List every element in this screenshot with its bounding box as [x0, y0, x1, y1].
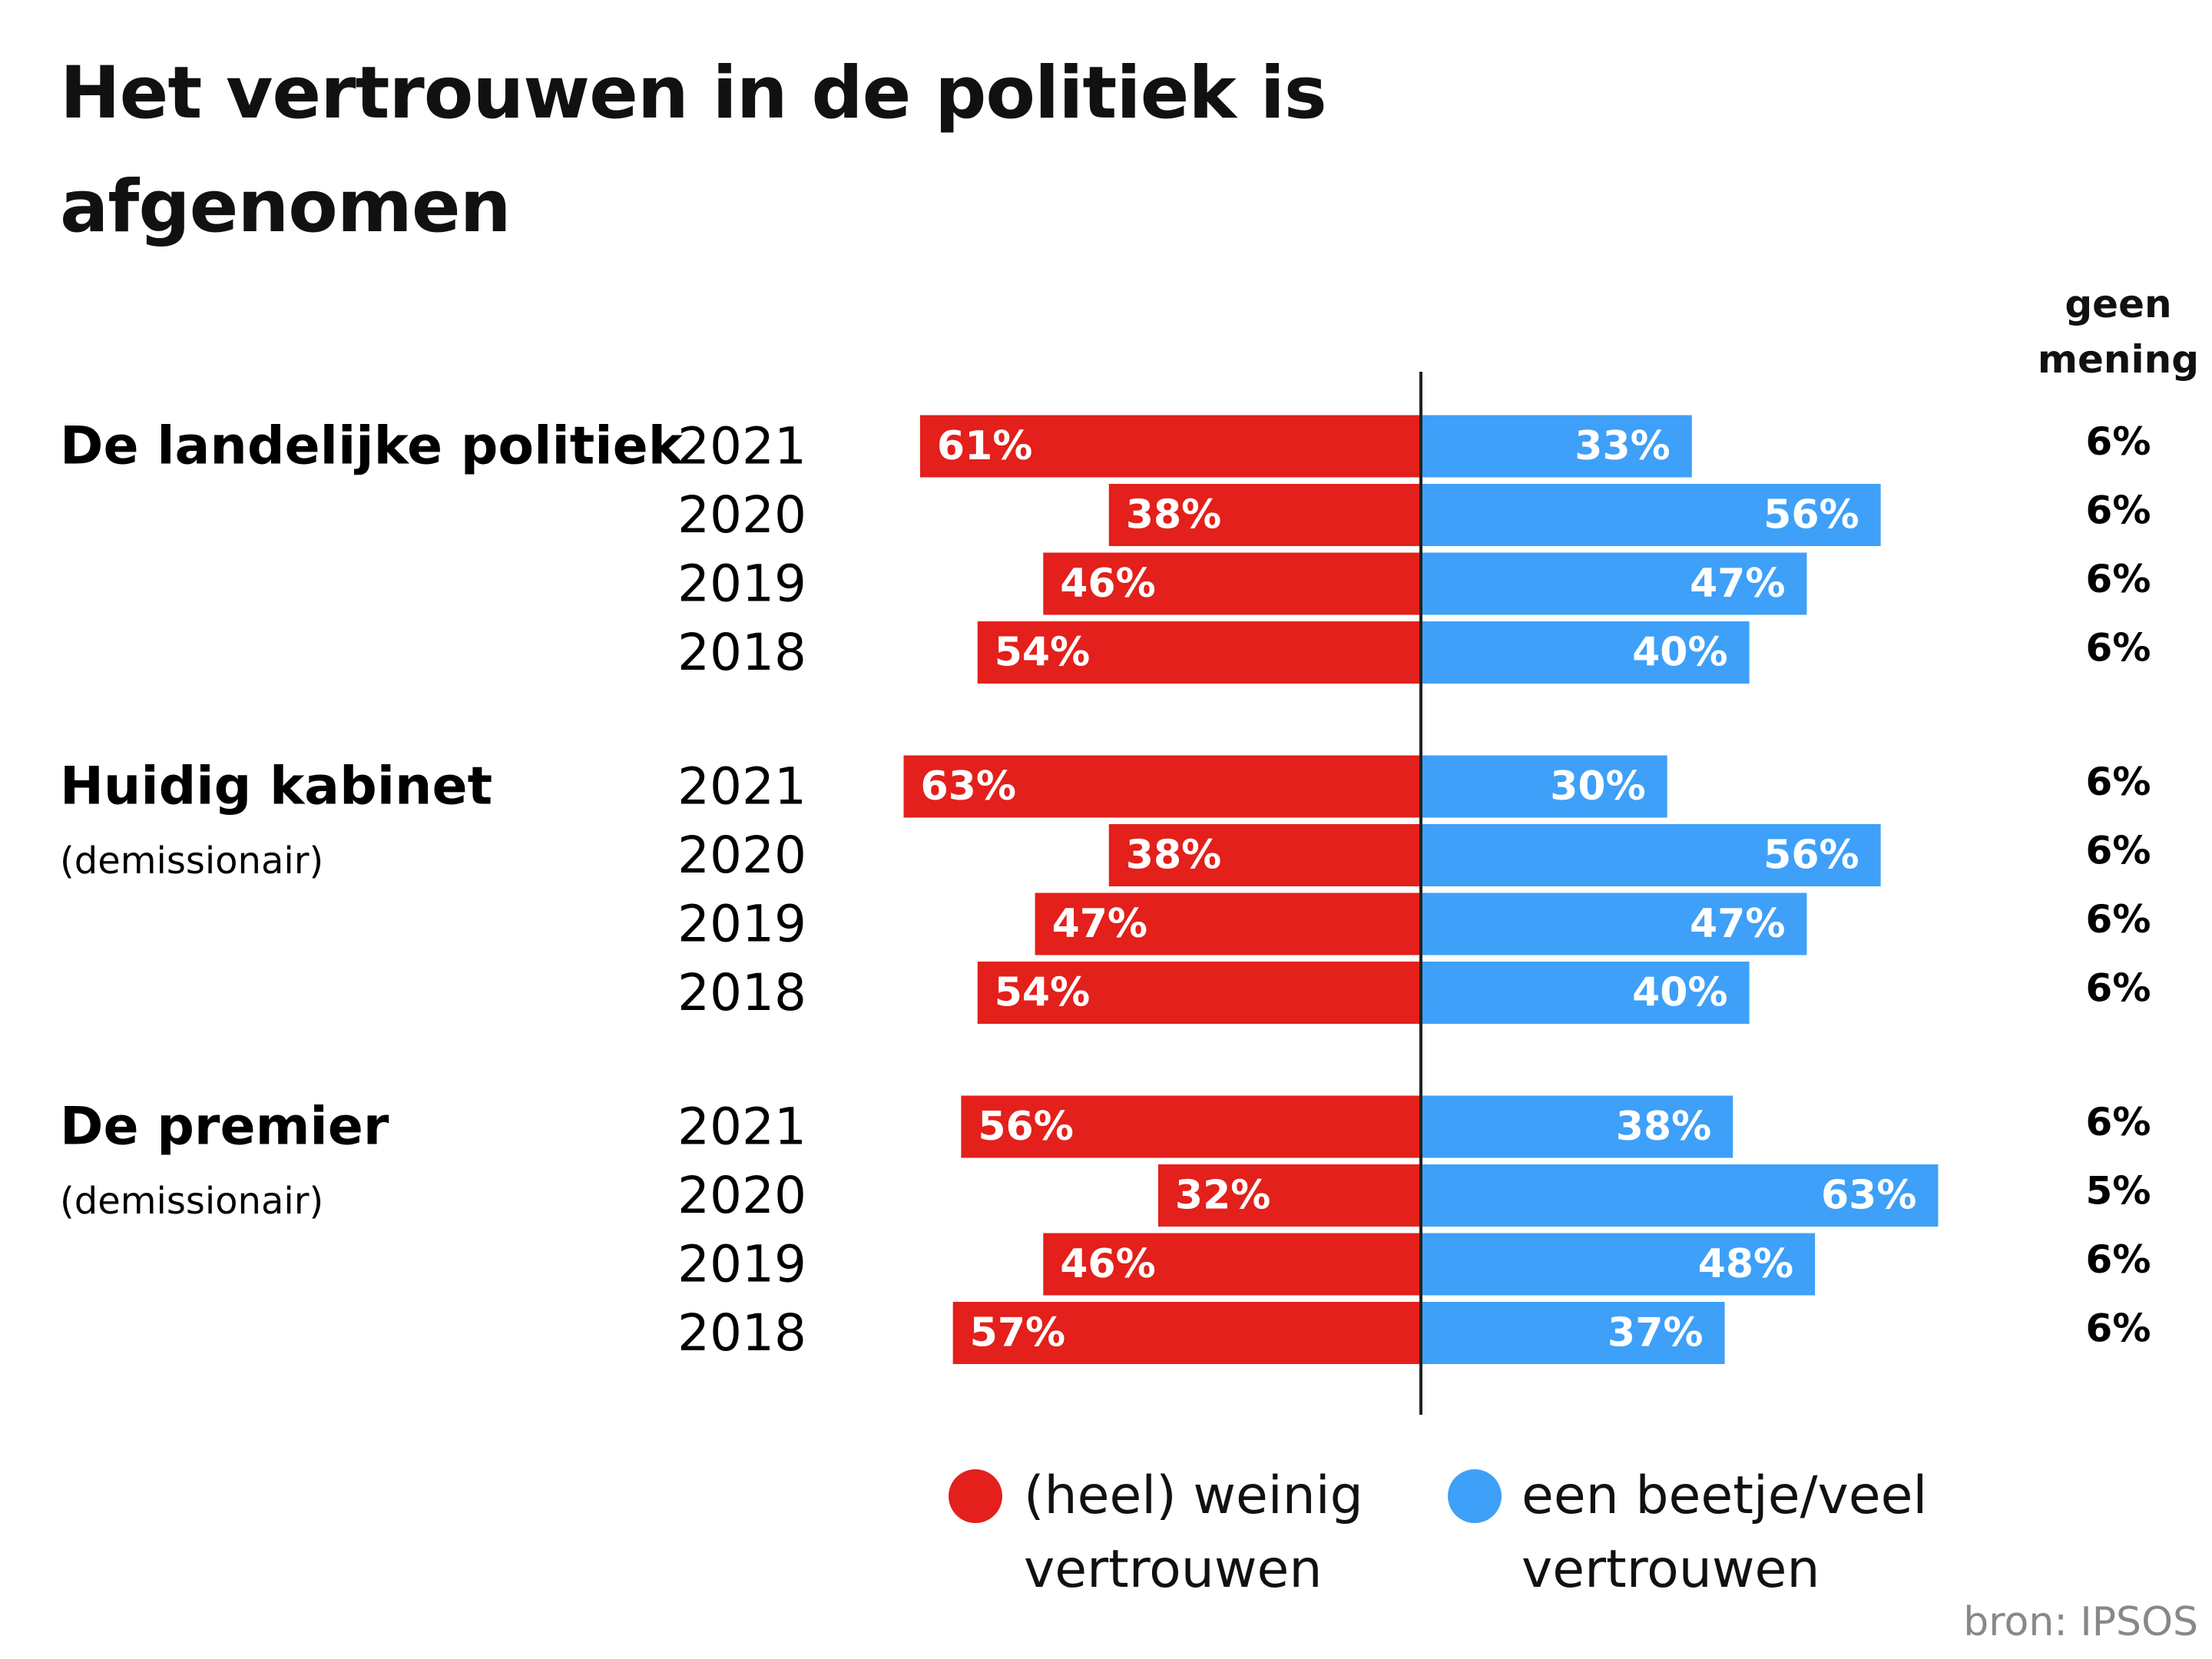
bar	[1043, 1233, 1421, 1296]
value-label: 56%	[1763, 492, 1859, 538]
bar	[1157, 1164, 1421, 1227]
value-label: 40%	[1632, 630, 1727, 676]
group-subtitle: (demissionair)	[60, 839, 323, 882]
bar	[1421, 621, 1750, 684]
bar	[919, 415, 1421, 478]
year-label: 2021	[677, 1098, 806, 1157]
bar	[1108, 484, 1421, 546]
value-label: 47%	[1690, 901, 1785, 947]
year-label: 2018	[677, 1303, 806, 1363]
year-label: 2020	[677, 826, 806, 885]
value-label: 6%	[2086, 1237, 2151, 1282]
value-label: 6%	[2086, 829, 2151, 873]
value-label: 6%	[2086, 419, 2151, 464]
group-subtitle: (demissionair)	[60, 1180, 323, 1223]
value-label: 38%	[1126, 492, 1221, 538]
value-label: 30%	[1550, 763, 1645, 810]
value-label: 47%	[1690, 561, 1785, 607]
bar	[1421, 1233, 1816, 1296]
value-label: 63%	[1821, 1173, 1916, 1219]
value-label: 47%	[1052, 901, 1147, 947]
year-label: 2019	[677, 555, 806, 614]
bar	[1421, 1095, 1734, 1158]
value-label: 63%	[921, 763, 1016, 810]
bar	[977, 962, 1421, 1024]
value-label: 54%	[995, 630, 1090, 676]
value-label: 6%	[2086, 966, 2151, 1011]
value-label: 48%	[1698, 1241, 1793, 1287]
group-label: De landelijke politiek	[60, 416, 684, 477]
bar	[903, 755, 1421, 818]
bar	[977, 621, 1421, 684]
value-label: 6%	[2086, 760, 2151, 804]
value-label: 6%	[2086, 488, 2151, 533]
source: bron: IPSOS	[1963, 1599, 2198, 1645]
value-label: 6%	[2086, 1100, 2151, 1144]
year-label: 2020	[677, 485, 806, 545]
value-label: 46%	[1060, 561, 1155, 607]
value-label: 57%	[970, 1310, 1065, 1356]
legend-swatch	[949, 1469, 1002, 1523]
value-label: 6%	[2086, 626, 2151, 671]
chart-title: Het vertrouwen in de politiek is afgenom…	[60, 51, 1327, 249]
bar	[1421, 1302, 1725, 1364]
bar	[961, 1095, 1421, 1158]
value-label: 6%	[2086, 1306, 2151, 1351]
bar	[1421, 824, 1881, 886]
year-label: 2018	[677, 623, 806, 682]
year-label: 2021	[677, 417, 806, 476]
legend-label: een beetje/veel vertrouwen	[1522, 1465, 1928, 1600]
year-label: 2019	[677, 1235, 806, 1294]
group-label: Huidig kabinet	[60, 757, 492, 817]
bar	[1035, 892, 1421, 955]
legend-label: (heel) weinig vertrouwen	[1024, 1465, 1363, 1600]
bar	[1043, 552, 1421, 615]
value-label: 61%	[937, 423, 1032, 469]
value-label: 6%	[2086, 897, 2151, 942]
bar	[1421, 962, 1750, 1024]
bar	[1421, 415, 1692, 478]
bar	[1421, 892, 1807, 955]
value-label: 40%	[1632, 970, 1727, 1016]
legend-swatch	[1448, 1469, 1502, 1523]
year-label: 2019	[677, 895, 806, 954]
value-label: 46%	[1060, 1241, 1155, 1287]
year-label: 2020	[677, 1166, 806, 1225]
value-label: 38%	[1616, 1104, 1711, 1150]
group-label: De premier	[60, 1097, 389, 1157]
value-label: 38%	[1126, 833, 1221, 879]
bar	[1108, 824, 1421, 886]
column-header: geen mening	[2037, 282, 2200, 382]
value-label: 32%	[1175, 1173, 1270, 1219]
year-label: 2018	[677, 963, 806, 1022]
bar	[952, 1302, 1421, 1364]
value-label: 56%	[1763, 833, 1859, 879]
value-label: 5%	[2086, 1169, 2151, 1214]
value-label: 33%	[1575, 423, 1670, 469]
bar	[1421, 755, 1667, 818]
bar	[1421, 484, 1881, 546]
bar	[1421, 552, 1807, 615]
year-label: 2021	[677, 757, 806, 816]
value-label: 37%	[1608, 1310, 1703, 1356]
value-label: 56%	[978, 1104, 1073, 1150]
bar	[1421, 1164, 1939, 1227]
value-label: 54%	[995, 970, 1090, 1016]
value-label: 6%	[2086, 557, 2151, 601]
